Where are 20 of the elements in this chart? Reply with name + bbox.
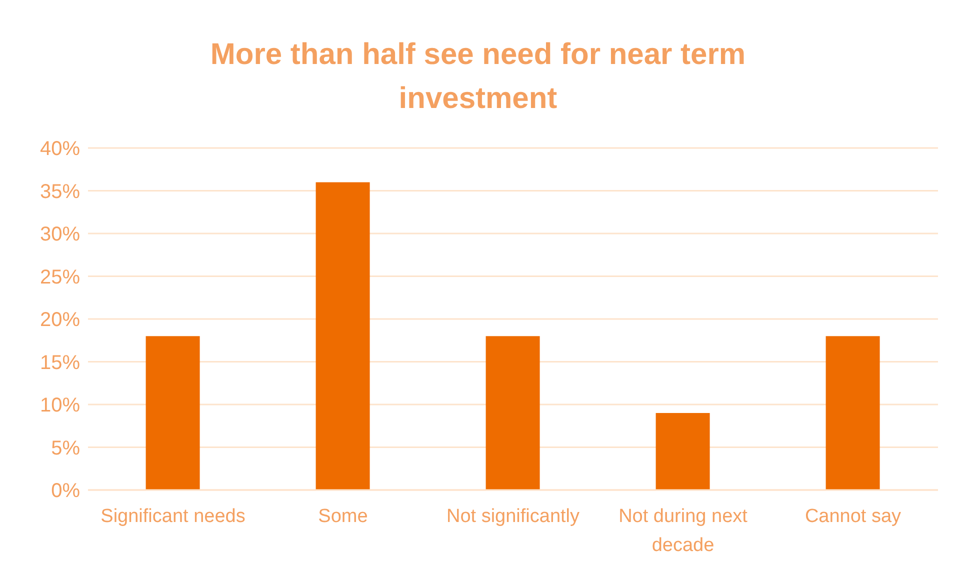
x-tick-label: Some: [318, 506, 368, 527]
bar: [656, 413, 710, 490]
x-tick-label: Cannot say: [804, 506, 902, 527]
y-tick-label: 40%: [40, 138, 80, 160]
y-tick-label: 15%: [40, 352, 80, 374]
y-tick-label: 5%: [51, 437, 80, 460]
y-tick-label: 0%: [51, 480, 80, 502]
y-tick-label: 30%: [40, 224, 80, 246]
x-tick-label: Not during next decade: [618, 506, 748, 556]
y-tick-label: 35%: [40, 180, 80, 203]
bar: [146, 336, 200, 490]
x-tick-label: Significant needs: [100, 506, 246, 527]
bar: [316, 182, 370, 490]
y-tick-label: 10%: [40, 394, 80, 417]
chart-title: More than half see need for near term investment: [209, 37, 747, 117]
y-tick-label: 20%: [40, 309, 80, 332]
bar: [486, 336, 540, 490]
y-tick-label: 25%: [40, 266, 80, 288]
bar: [826, 336, 880, 490]
x-tick-label: Not significantly: [446, 506, 580, 527]
